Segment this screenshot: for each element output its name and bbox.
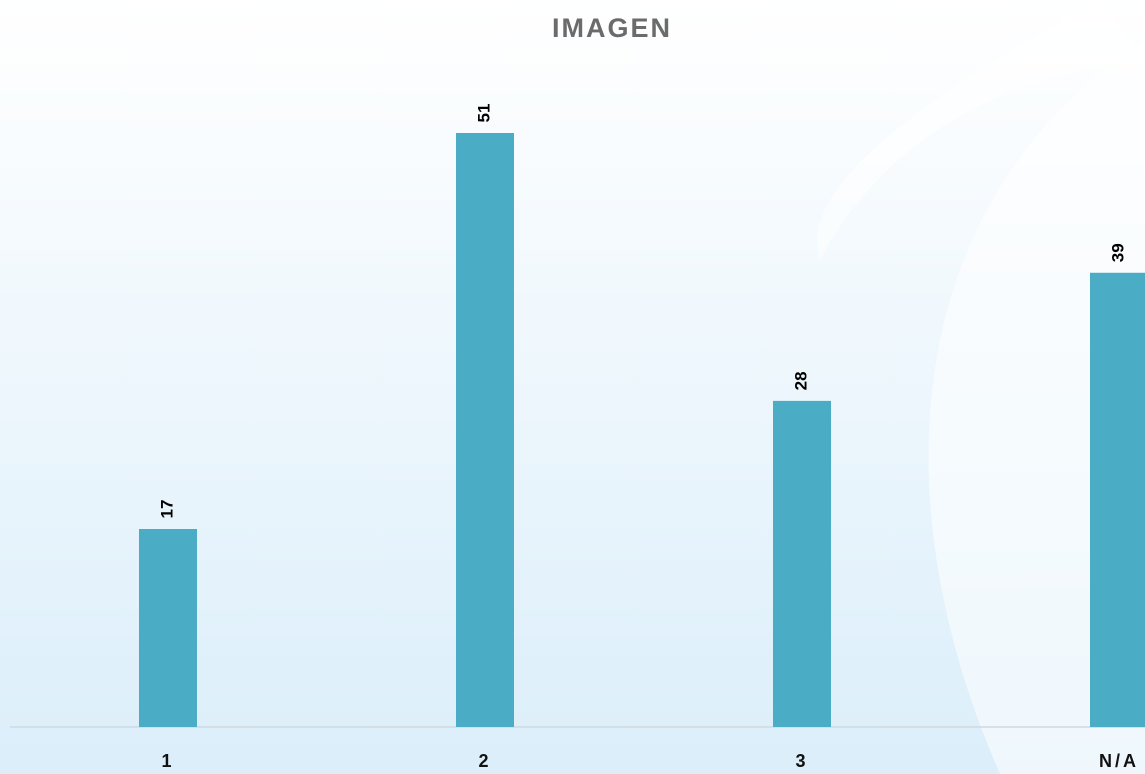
- decor-arc: [817, 0, 1145, 260]
- bar: [456, 133, 514, 727]
- chart-title: IMAGEN: [552, 13, 672, 43]
- data-label: 17: [157, 500, 176, 519]
- bar: [1090, 272, 1145, 727]
- data-label: 51: [474, 104, 493, 123]
- data-label: 28: [791, 371, 810, 390]
- x-tick-label: 3: [795, 751, 808, 771]
- bar: [139, 529, 197, 727]
- bar: [773, 400, 831, 727]
- data-label: 39: [1108, 243, 1127, 262]
- x-tick-label: 2: [478, 751, 491, 771]
- x-tick-label: 1: [161, 751, 174, 771]
- x-tick-label: N/A: [1099, 751, 1139, 771]
